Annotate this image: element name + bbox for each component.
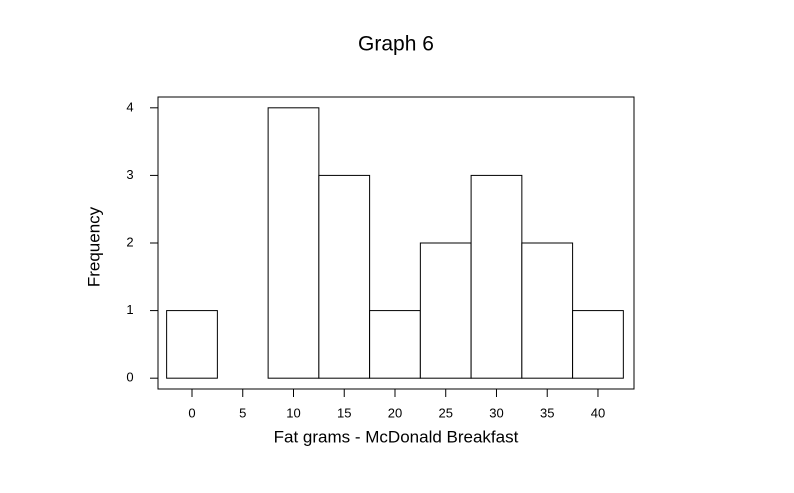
x-tick-label: 15 bbox=[337, 405, 351, 420]
x-axis-label: Fat grams - McDonald Breakfast bbox=[274, 427, 519, 446]
y-tick-label: 1 bbox=[126, 302, 133, 317]
x-tick-label: 10 bbox=[286, 405, 300, 420]
bar bbox=[369, 310, 421, 379]
bar bbox=[267, 107, 320, 379]
y-tick-label: 4 bbox=[126, 99, 133, 114]
bar bbox=[318, 174, 371, 379]
y-tick-label: 0 bbox=[126, 370, 133, 385]
bar bbox=[470, 174, 523, 379]
bar bbox=[166, 310, 218, 379]
x-tick-label: 5 bbox=[239, 405, 246, 420]
bar bbox=[572, 310, 624, 379]
x-tick-label: 40 bbox=[591, 405, 605, 420]
y-tick-label: 2 bbox=[126, 234, 133, 249]
x-tick-label: 30 bbox=[489, 405, 503, 420]
x-tick-label: 0 bbox=[188, 405, 195, 420]
x-tick-label: 35 bbox=[540, 405, 554, 420]
bar bbox=[419, 242, 472, 379]
y-axis-label: Frequency bbox=[84, 206, 103, 287]
x-tick-label: 25 bbox=[438, 405, 452, 420]
x-tick-label: 20 bbox=[388, 405, 402, 420]
chart-title: Graph 6 bbox=[358, 33, 434, 56]
bar bbox=[521, 242, 574, 379]
y-tick-label: 3 bbox=[126, 167, 133, 182]
